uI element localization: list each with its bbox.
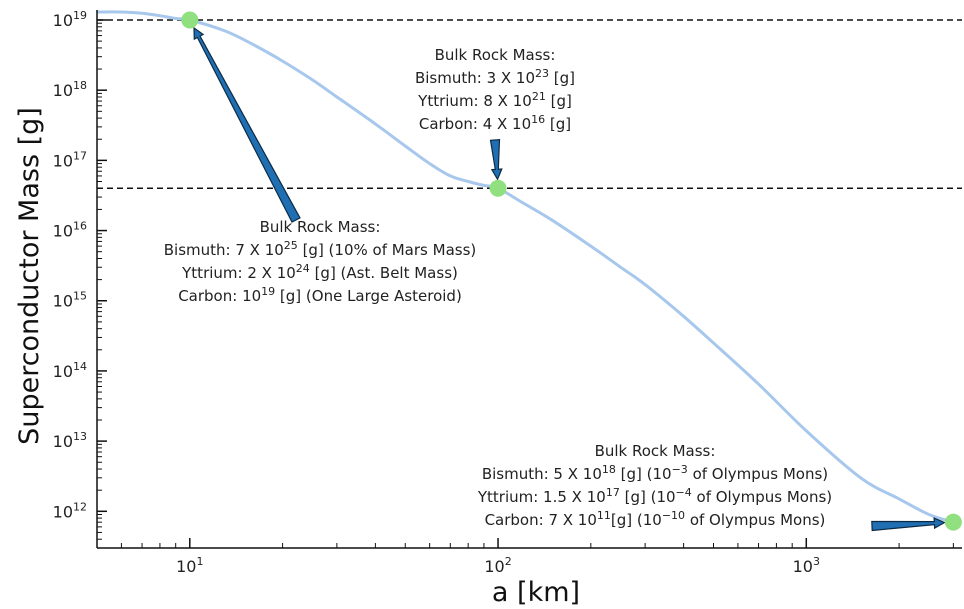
data-point-marker-1: [181, 11, 199, 29]
x-tick-label: 103: [793, 555, 820, 576]
annotation-line: Bulk Rock Mass:: [260, 218, 381, 236]
data-point-marker-2: [489, 179, 507, 197]
annotation-line: Bulk Rock Mass:: [595, 442, 716, 460]
annotations: Bulk Rock Mass: Bismuth: 3 X 1023​ [g] Ytt…: [164, 46, 832, 529]
annotation-line: Bulk Rock Mass:: [435, 46, 556, 64]
y-axis-label: Superconductor Mass [g]: [14, 107, 45, 445]
marker-layer: [181, 11, 962, 531]
annotation-arrow-2: [193, 26, 301, 223]
y-tick-label: 1018: [53, 79, 87, 100]
arrow-layer: [193, 26, 946, 532]
annotation-line: Bismuth: 7 X 1025​ [g] (10% of Mars Mass…: [164, 239, 477, 259]
annotation-line: Yttrium: 8 X 1021​ [g]: [417, 90, 572, 110]
y-tick-label: 1017: [53, 149, 87, 170]
annotation-3: Bulk Rock Mass: Bismuth: 5 X 1018​ [g] (1…: [477, 442, 832, 529]
x-axis-label: a [km]: [492, 577, 580, 608]
y-tick-label: 1014: [53, 360, 87, 381]
annotation-arrow-1: [489, 139, 503, 181]
ticks: 101 102 103 1012 1013 1014 1015 1016 1017 1018 101…: [53, 9, 954, 576]
annotation-line: Yttrium: 2 X 1024​ [g] (Ast. Belt Mass): [181, 262, 458, 282]
y-tick-label: 1015: [53, 290, 87, 311]
annotation-arrow-3: [871, 517, 946, 532]
annotation-1: Bulk Rock Mass: Bismuth: 3 X 1023​ [g] Ytt…: [415, 46, 575, 133]
annotation-line: Carbon: 1019​ [g] (One Large Asteroid): [178, 285, 462, 305]
annotation-line: Carbon: 7 X 1011​[g] (10−10​ of Olympus …: [485, 509, 826, 529]
annotation-line: Bismuth: 3 X 1023​ [g]: [415, 67, 575, 87]
x-tick-label: 102: [484, 555, 511, 576]
annotation-line: Bismuth: 5 X 1018​ [g] (10−3​ of Olympus…: [482, 463, 828, 483]
annotation-line: Yttrium: 1.5 X 1017​ [g] (10−4​ of Olymp…: [477, 486, 832, 506]
y-tick-label: 1016: [53, 220, 87, 241]
y-tick-label: 1019: [53, 9, 87, 30]
y-tick-label: 1013: [53, 430, 87, 451]
y-tick-label: 1012: [53, 500, 87, 521]
axes: [96, 10, 962, 549]
annotation-line: Carbon: 4 X 1016​ [g]: [419, 113, 571, 133]
annotation-2: Bulk Rock Mass: Bismuth: 7 X 1025​ [g] (1…: [164, 218, 477, 305]
data-point-marker-3: [944, 513, 962, 531]
x-tick-label: 101: [176, 555, 203, 576]
reference-lines: [97, 19, 962, 190]
